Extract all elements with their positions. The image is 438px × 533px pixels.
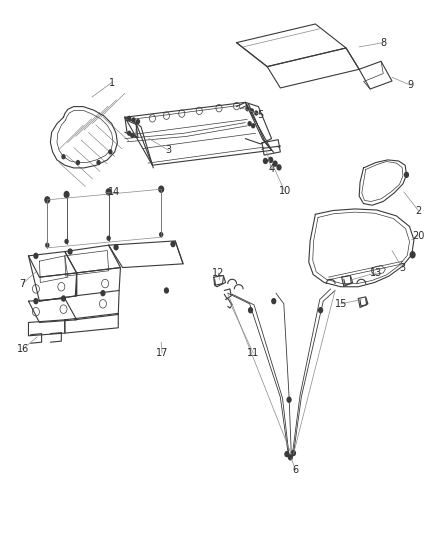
Circle shape — [100, 290, 106, 296]
Circle shape — [67, 248, 73, 255]
Circle shape — [404, 172, 409, 178]
Circle shape — [170, 241, 176, 247]
Text: 15: 15 — [335, 299, 347, 309]
Text: 7: 7 — [20, 279, 26, 288]
Circle shape — [106, 188, 112, 196]
Text: 20: 20 — [412, 231, 424, 240]
Circle shape — [45, 243, 49, 248]
Circle shape — [247, 121, 252, 126]
Text: 12: 12 — [212, 268, 224, 278]
Circle shape — [318, 307, 323, 313]
Circle shape — [61, 154, 66, 159]
Circle shape — [64, 239, 69, 244]
Circle shape — [245, 106, 250, 111]
Circle shape — [108, 149, 113, 155]
Text: 11: 11 — [247, 348, 259, 358]
Circle shape — [410, 251, 416, 259]
Circle shape — [286, 397, 292, 403]
Circle shape — [291, 450, 296, 456]
Circle shape — [254, 110, 258, 116]
Text: 17: 17 — [156, 348, 168, 358]
Text: 8: 8 — [380, 38, 386, 47]
Circle shape — [44, 196, 50, 204]
Circle shape — [131, 117, 136, 123]
Text: 6: 6 — [293, 465, 299, 475]
Circle shape — [61, 295, 66, 302]
Circle shape — [130, 133, 134, 138]
Circle shape — [271, 298, 276, 304]
Circle shape — [136, 119, 140, 124]
Circle shape — [268, 157, 273, 163]
Circle shape — [33, 298, 39, 304]
Text: 5: 5 — [258, 110, 264, 119]
Circle shape — [106, 236, 111, 241]
Text: 2: 2 — [415, 206, 421, 215]
Circle shape — [127, 131, 131, 136]
Circle shape — [284, 451, 290, 457]
Circle shape — [158, 185, 164, 193]
Circle shape — [276, 164, 282, 171]
Circle shape — [248, 307, 253, 313]
Circle shape — [96, 160, 101, 165]
Circle shape — [272, 160, 278, 167]
Text: 10: 10 — [279, 187, 291, 196]
Text: 9: 9 — [408, 80, 414, 90]
Circle shape — [127, 116, 131, 121]
Circle shape — [64, 191, 70, 198]
Circle shape — [76, 160, 80, 165]
Text: 4: 4 — [268, 165, 275, 174]
Circle shape — [33, 253, 39, 259]
Text: 3: 3 — [166, 146, 172, 155]
Circle shape — [251, 123, 255, 128]
Circle shape — [159, 232, 163, 237]
Circle shape — [164, 287, 169, 294]
Text: 16: 16 — [17, 344, 29, 354]
Circle shape — [263, 158, 268, 164]
Text: 13: 13 — [370, 268, 382, 278]
Text: 1: 1 — [109, 78, 115, 87]
Text: 3: 3 — [399, 263, 405, 272]
Circle shape — [288, 454, 293, 461]
Text: 14: 14 — [108, 187, 120, 197]
Circle shape — [113, 244, 119, 251]
Circle shape — [250, 108, 254, 114]
